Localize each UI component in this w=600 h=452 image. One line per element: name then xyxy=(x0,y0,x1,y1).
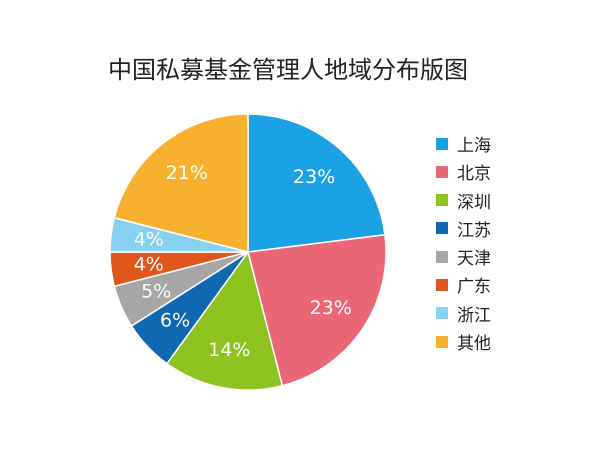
legend-item-7: 浙江 xyxy=(436,304,491,326)
legend-item-6: 广东 xyxy=(436,275,491,298)
legend-label: 其他 xyxy=(457,334,491,355)
chart-title: 中国私募基金管理人地域分布版图 xyxy=(108,56,468,84)
legend-item-1: 上海 xyxy=(436,134,491,156)
legend-swatch xyxy=(436,194,448,207)
legend-label: 广东 xyxy=(457,277,491,298)
legend-swatch xyxy=(436,278,448,291)
slice-label-3: 14% xyxy=(208,339,250,361)
pie-slice-2 xyxy=(247,233,387,387)
pie-slice-3 xyxy=(165,250,284,391)
slice-label-4: 6% xyxy=(160,309,190,331)
legend-swatch xyxy=(436,307,448,320)
pie-slice-8 xyxy=(113,113,249,253)
legend: 上海北京深圳江苏天津广东浙江其他 xyxy=(436,134,491,360)
legend-label: 天津 xyxy=(457,249,491,270)
legend-item-2: 北京 xyxy=(436,162,491,185)
legend-label: 江苏 xyxy=(457,220,491,241)
legend-item-3: 深圳 xyxy=(436,191,491,213)
slice-label-2: 23% xyxy=(310,297,352,319)
legend-swatch xyxy=(436,335,448,348)
legend-swatch xyxy=(436,137,448,150)
slice-label-7: 4% xyxy=(134,228,164,250)
legend-label: 深圳 xyxy=(457,192,491,213)
slice-label-5: 5% xyxy=(141,281,171,303)
legend-item-8: 其他 xyxy=(436,332,491,355)
pie-slice-1 xyxy=(247,113,386,253)
legend-item-4: 江苏 xyxy=(436,219,491,241)
legend-label: 浙江 xyxy=(457,305,491,326)
legend-swatch xyxy=(436,222,448,235)
legend-item-5: 天津 xyxy=(436,247,491,270)
legend-swatch xyxy=(436,165,448,178)
legend-label: 上海 xyxy=(457,136,491,156)
slice-label-8: 21% xyxy=(166,162,208,184)
legend-label: 北京 xyxy=(457,164,491,185)
slice-label-6: 4% xyxy=(134,254,164,276)
legend-swatch xyxy=(436,250,448,263)
slice-label-1: 23% xyxy=(293,166,335,188)
